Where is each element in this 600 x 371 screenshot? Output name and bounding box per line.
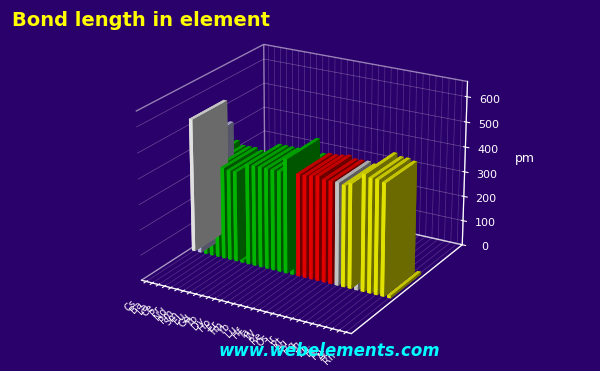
Text: www.webelements.com: www.webelements.com bbox=[219, 342, 440, 360]
Text: Bond length in element: Bond length in element bbox=[12, 11, 270, 30]
